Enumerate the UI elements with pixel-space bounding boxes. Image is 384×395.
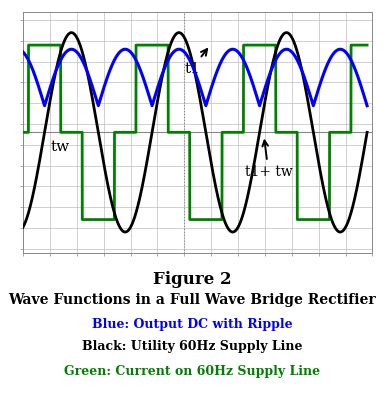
Text: Blue: Output DC with Ripple: Blue: Output DC with Ripple [92, 318, 292, 331]
Text: Green: Current on 60Hz Supply Line: Green: Current on 60Hz Supply Line [64, 365, 320, 378]
Text: tw: tw [51, 139, 70, 154]
Text: Figure 2: Figure 2 [153, 271, 231, 288]
Text: Black: Utility 60Hz Supply Line: Black: Utility 60Hz Supply Line [82, 340, 302, 354]
Text: Wave Functions in a Full Wave Bridge Rectifier: Wave Functions in a Full Wave Bridge Rec… [8, 293, 376, 307]
Text: t1+ tw: t1+ tw [245, 141, 292, 179]
Text: t1: t1 [184, 49, 207, 75]
